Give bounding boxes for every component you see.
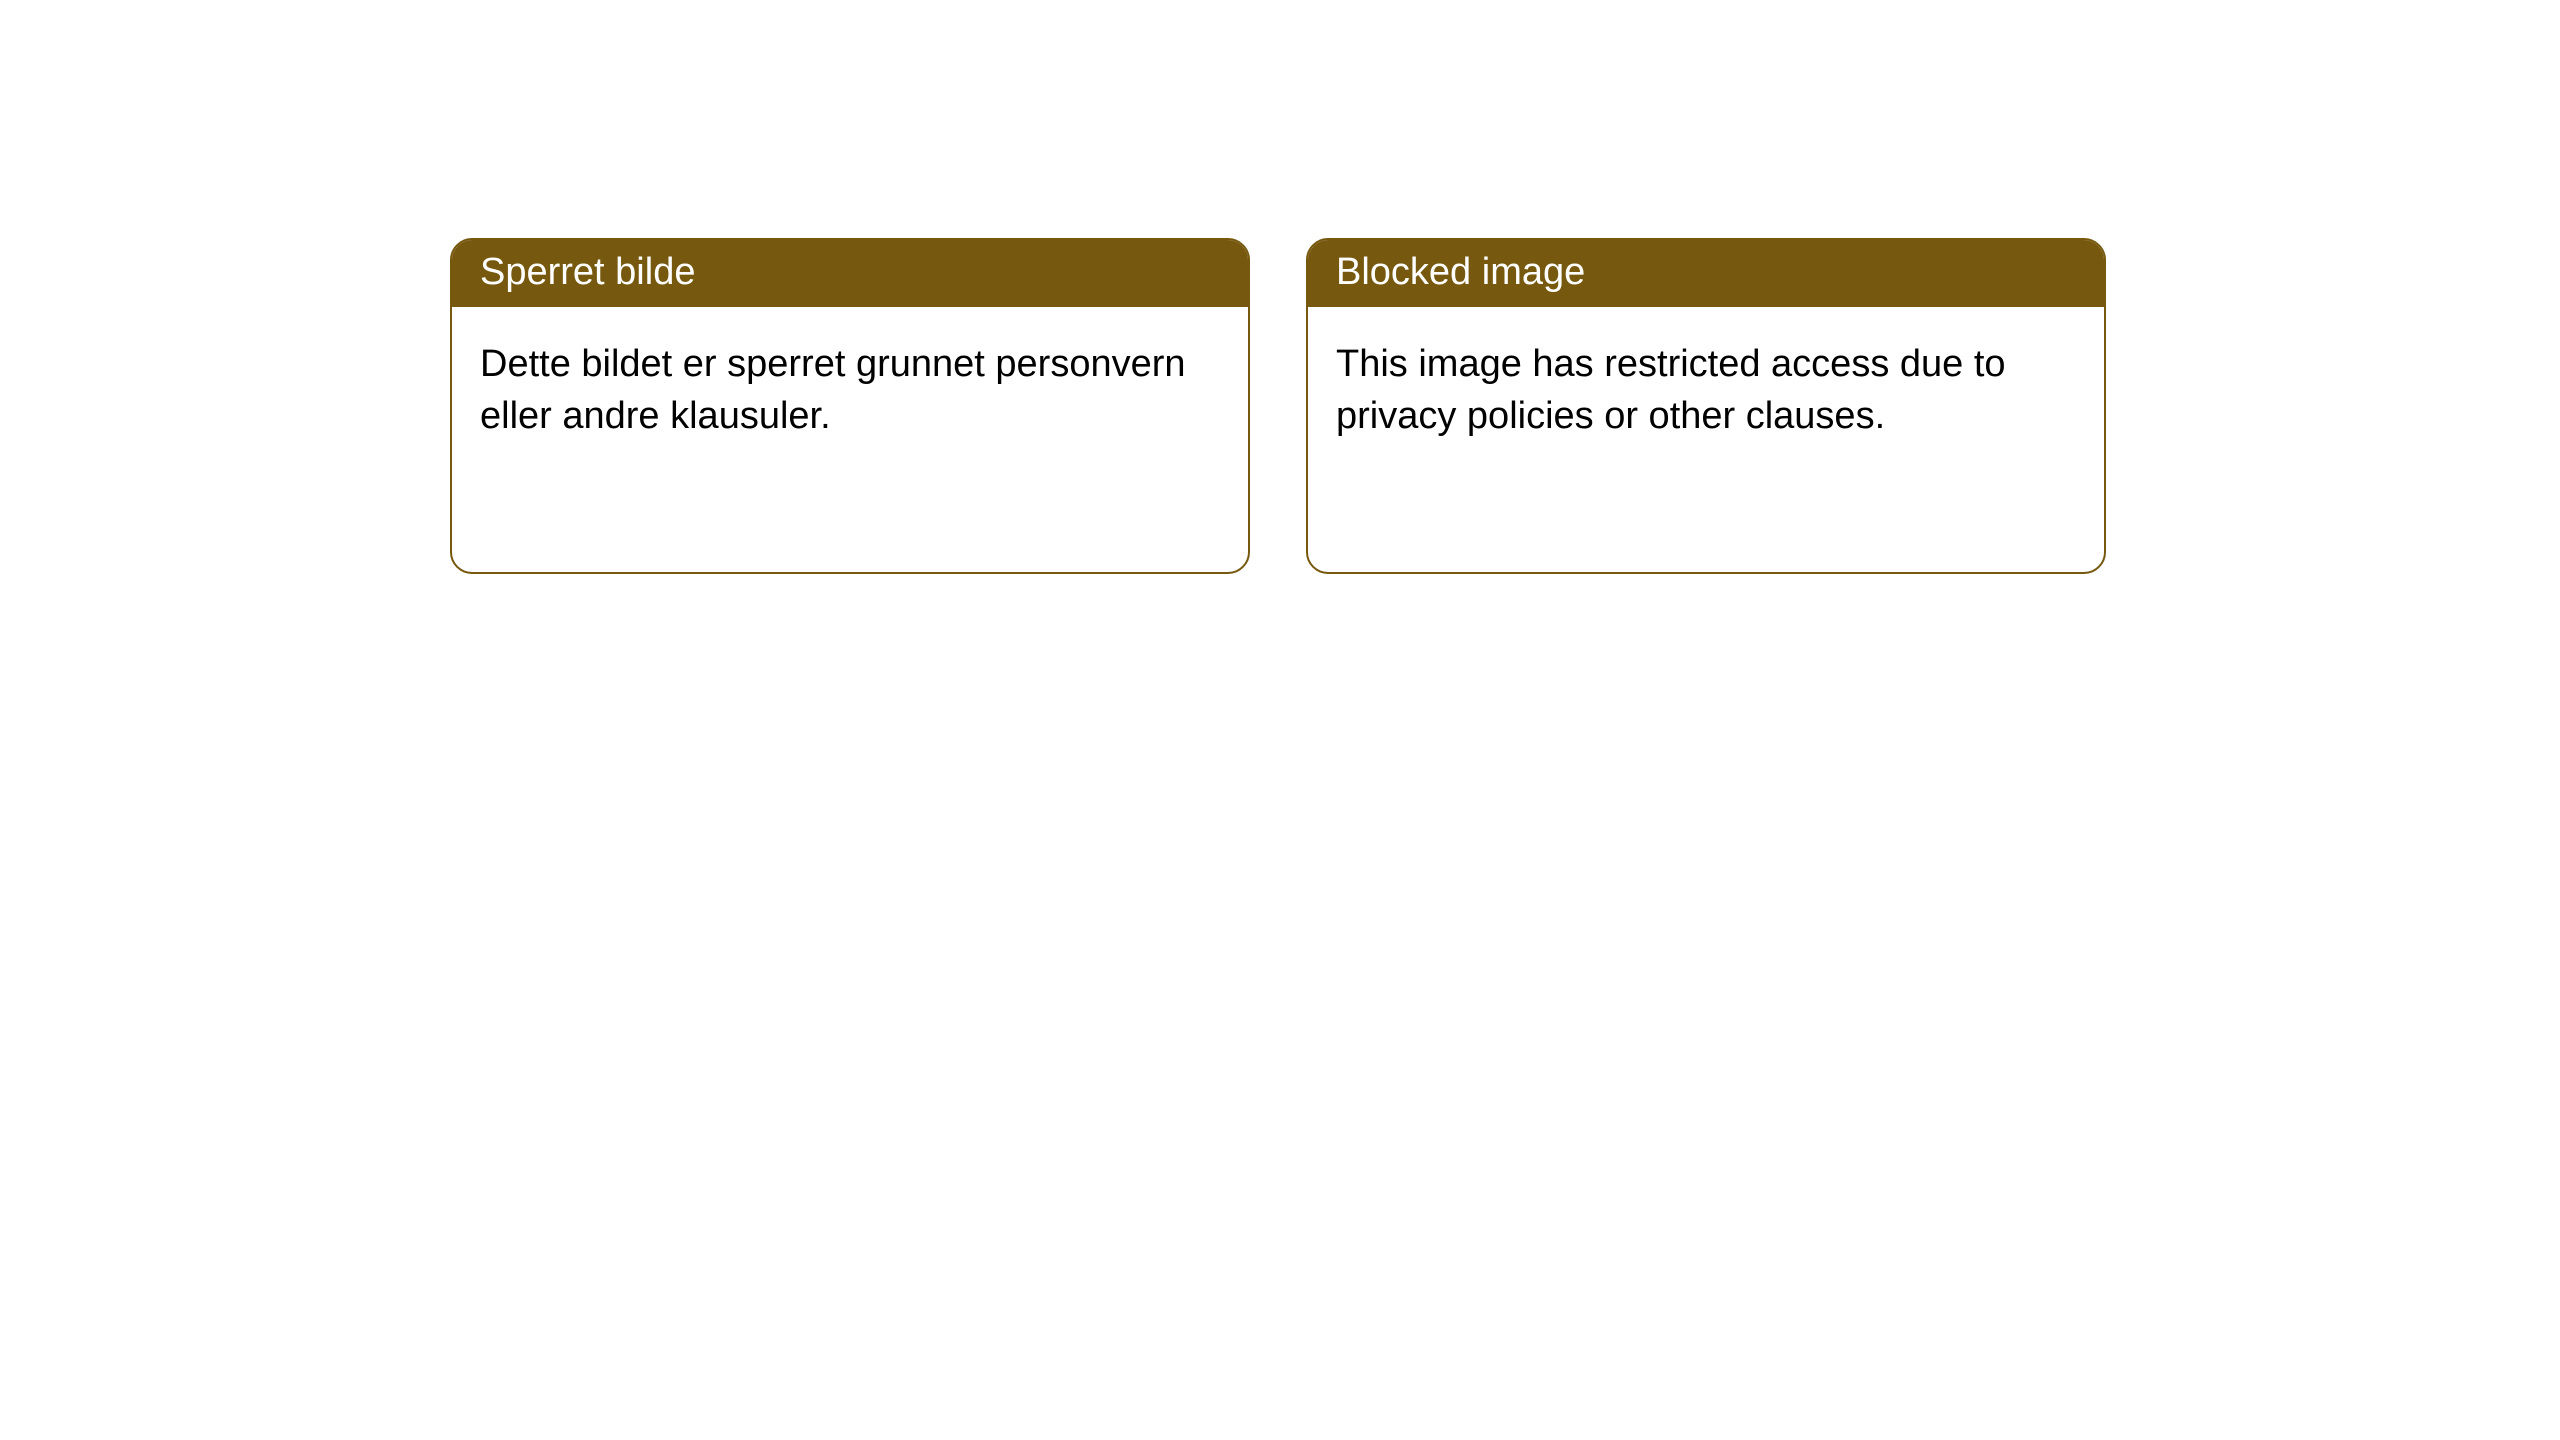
card-title: Blocked image	[1336, 251, 1585, 293]
notice-container: Sperret bilde Dette bildet er sperret gr…	[0, 0, 2560, 574]
card-title: Sperret bilde	[480, 251, 695, 293]
card-message: Dette bildet er sperret grunnet personve…	[480, 343, 1186, 436]
notice-card-norwegian: Sperret bilde Dette bildet er sperret gr…	[450, 238, 1250, 574]
card-body: This image has restricted access due to …	[1308, 307, 2104, 474]
card-header: Sperret bilde	[452, 240, 1248, 307]
card-message: This image has restricted access due to …	[1336, 343, 2006, 436]
card-header: Blocked image	[1308, 240, 2104, 307]
notice-card-english: Blocked image This image has restricted …	[1306, 238, 2106, 574]
card-body: Dette bildet er sperret grunnet personve…	[452, 307, 1248, 474]
